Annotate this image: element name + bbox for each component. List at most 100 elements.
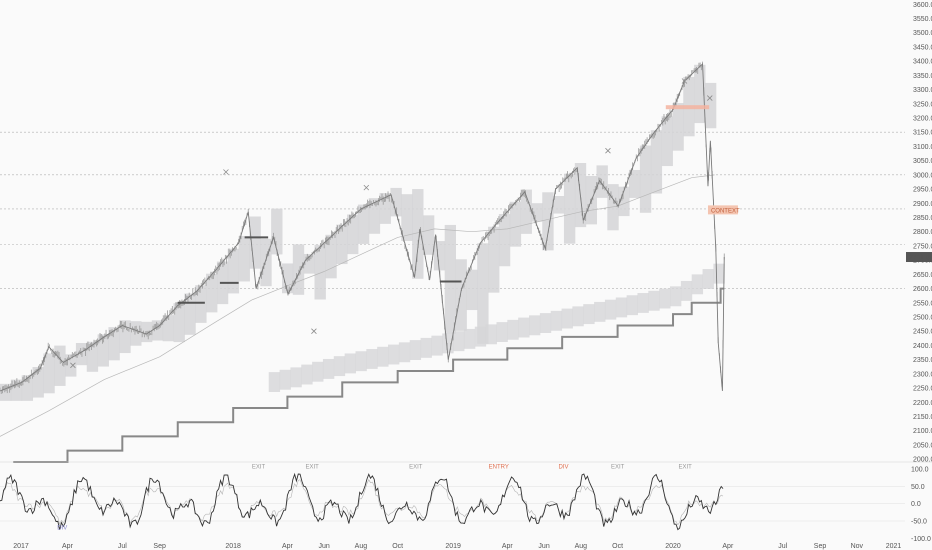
- support-cloud-box: [670, 286, 682, 307]
- cloud-box: [357, 204, 370, 244]
- price-tick-label: 2850.0: [913, 215, 932, 222]
- cross-marker: [681, 78, 688, 84]
- support-cloud-box: [550, 310, 563, 331]
- cloud-box: [368, 198, 381, 234]
- signal-tag: EXIT: [678, 464, 692, 470]
- signal-tag: EXIT: [252, 464, 266, 470]
- cloud-box: [542, 192, 554, 251]
- support-cloud-box: [529, 315, 541, 336]
- support-cloud-box: [626, 295, 638, 316]
- time-tick-label: 2017: [13, 543, 29, 550]
- cross-marker: [311, 328, 317, 335]
- oscillator-pane: EXIT EXIT EXIT ENTRY EXIT EXIT DIV DIV: [0, 464, 905, 532]
- cloud-box: [694, 64, 706, 124]
- osc-line: [0, 472, 724, 531]
- price-series: [0, 61, 725, 394]
- support-cloud-box: [388, 344, 400, 365]
- last-price-tag: [906, 252, 932, 263]
- price-tick-label: 2450.0: [913, 329, 932, 336]
- support-cloud-box: [312, 361, 324, 382]
- support-cloud-box: [604, 299, 617, 320]
- cloud-box: [260, 238, 272, 287]
- signal-tag: EXIT: [611, 464, 625, 470]
- time-tick-label: Oct: [612, 543, 623, 550]
- cloud-box: [336, 224, 348, 265]
- support-step-line: [13, 287, 725, 463]
- signal-markers: CONTEXT: [70, 78, 740, 369]
- osc-tick-label: 0.0: [911, 501, 921, 508]
- price-tick-label: 2600.0: [913, 286, 932, 293]
- support-cloud-box: [279, 369, 291, 390]
- price-axis[interactable]: 2000.0 2050.0 2100.0 2150.0 2200.0 2250.0 2300…: [906, 2, 932, 464]
- cloud-box: [314, 244, 326, 300]
- cloud-box: [509, 201, 522, 247]
- support-cloud-box: [290, 367, 302, 388]
- signal-tag: EXIT: [409, 464, 423, 470]
- cloud-box: [607, 184, 619, 231]
- osc-tick-label: -100.0: [911, 536, 931, 543]
- price-tick-label: 3100.0: [913, 144, 932, 151]
- cloud-box: [271, 208, 283, 255]
- cloud-box: [477, 243, 489, 344]
- price-tick-label: 3600.0: [913, 2, 932, 9]
- signal-tag: EXIT: [305, 464, 319, 470]
- cross-marker: [70, 362, 76, 369]
- cloud-box: [195, 285, 207, 323]
- support-cloud-box: [648, 290, 660, 311]
- time-tick-label: Jul: [778, 543, 787, 550]
- cloud-box: [466, 269, 478, 311]
- cloud-box: [455, 259, 467, 331]
- time-tick-label: Jul: [118, 543, 127, 550]
- price-tick-label: 2550.0: [913, 300, 932, 307]
- price-tick-label: 3250.0: [913, 101, 932, 108]
- support-cloud-box: [366, 349, 378, 369]
- cloud-box: [130, 321, 142, 346]
- time-tick-label: Aug: [355, 543, 368, 550]
- price-tick-label: 3350.0: [913, 73, 932, 80]
- cross-marker: [605, 147, 611, 154]
- cloud-box: [86, 341, 99, 372]
- osc-signal-line: [0, 479, 724, 526]
- support-cloud-box: [702, 269, 714, 289]
- support-cloud-box: [496, 322, 508, 343]
- price-line: [0, 62, 725, 392]
- time-tick-label: Nov: [851, 543, 864, 550]
- price-tick-label: 3550.0: [913, 16, 932, 23]
- moving-average: [0, 174, 715, 437]
- price-tick-label: 3000.0: [913, 172, 932, 179]
- price-tick-label: 2500.0: [913, 315, 932, 322]
- support-cloud-box: [615, 297, 628, 318]
- cross-marker: [706, 95, 713, 101]
- price-tick-label: 2750.0: [913, 243, 932, 250]
- cloud-box: [108, 327, 120, 361]
- time-tick-label: Jun: [538, 543, 549, 550]
- support-cloud-box: [474, 326, 487, 347]
- time-tick-label: Sep: [153, 543, 166, 550]
- support-cloud-box: [344, 353, 356, 374]
- cloud-box: [151, 320, 164, 341]
- ma-line: [0, 174, 715, 437]
- price-tick-label: 3500.0: [913, 30, 932, 37]
- cloud-box: [347, 214, 359, 255]
- price-tick-label: 2400.0: [913, 343, 932, 350]
- time-tick-label: Apr: [282, 543, 294, 550]
- cloud-box: [238, 235, 250, 282]
- cloud-box: [704, 82, 717, 129]
- time-tick-label: 2021: [886, 543, 902, 550]
- support-cloud-box: [713, 263, 725, 284]
- support-cloud-box: [659, 288, 671, 309]
- cloud-box: [162, 315, 175, 342]
- context-tag-label: CONTEXT: [711, 208, 740, 214]
- price-tick-label: 2300.0: [913, 371, 932, 378]
- time-axis[interactable]: 2017 Apr Jul Sep 2018 Apr Jun Aug Oct 2019 Apr Jun A…: [13, 543, 901, 550]
- cloud-box: [0, 383, 12, 401]
- support-cloud-box: [333, 356, 346, 377]
- time-tick-label: Aug: [575, 543, 588, 550]
- support-cloud-box: [539, 313, 552, 333]
- oscillator-axis[interactable]: 100.0 50.0 0.0 -50.0 -100.0: [911, 467, 931, 543]
- support-cloud-box: [268, 372, 281, 392]
- cloud-box: [661, 116, 673, 167]
- support-cloud-box: [431, 335, 443, 356]
- price-tick-label: 3400.0: [913, 59, 932, 66]
